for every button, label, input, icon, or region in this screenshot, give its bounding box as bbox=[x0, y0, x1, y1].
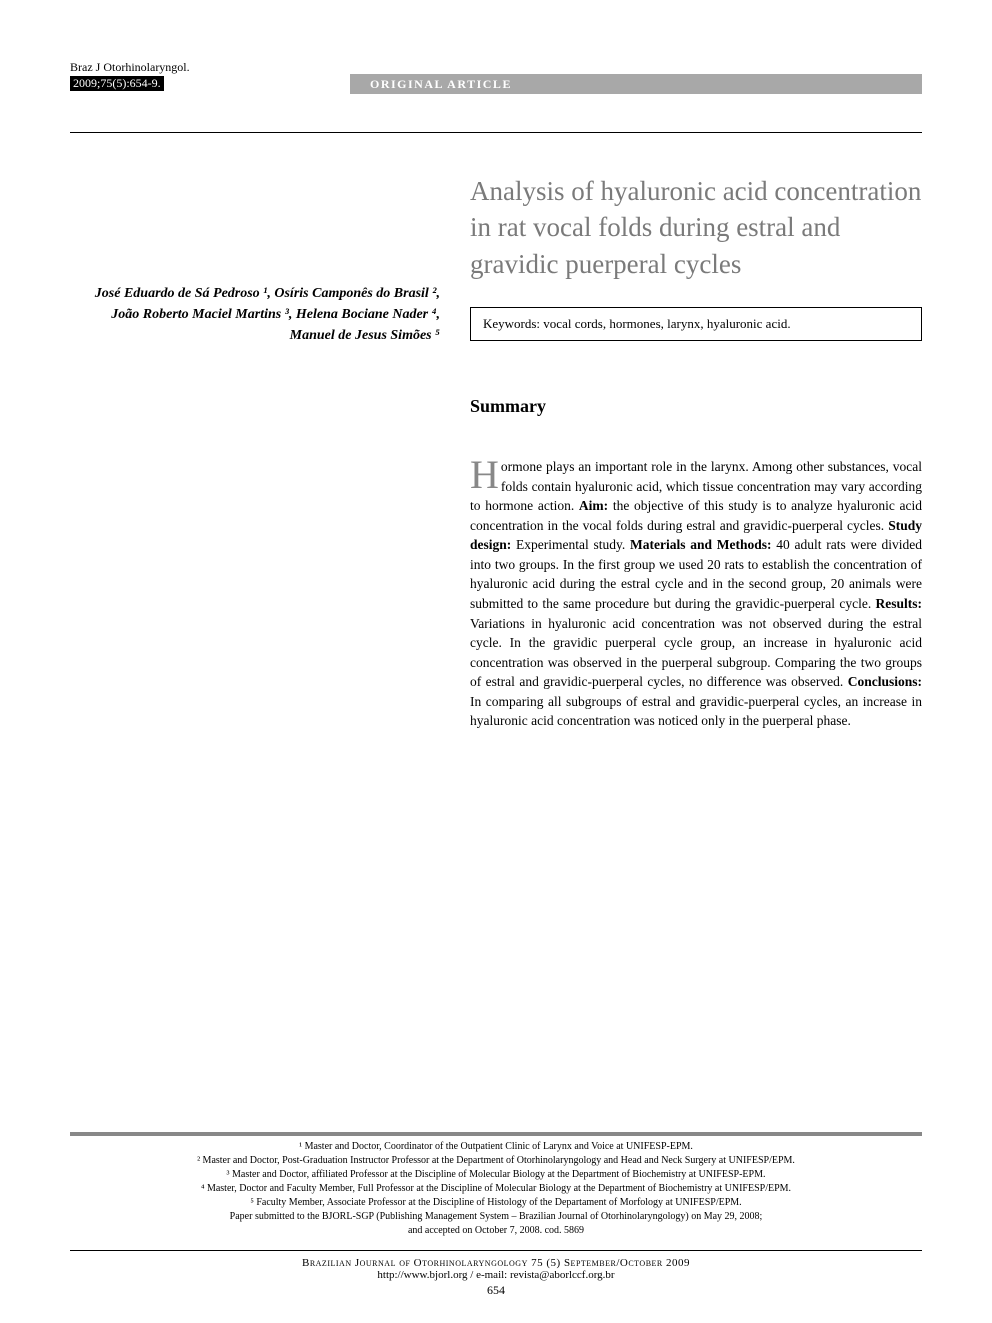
citation: 2009;75(5):654-9. bbox=[70, 76, 164, 92]
header-rule bbox=[70, 132, 922, 133]
affiliation-line: Paper submitted to the BJORL-SGP (Publis… bbox=[70, 1210, 922, 1224]
affiliations-block: ¹ Master and Doctor, Coordinator of the … bbox=[70, 1132, 922, 1238]
authors-column: José Eduardo de Sá Pedroso ¹, Osíris Cam… bbox=[70, 173, 440, 346]
footer-journal-line: Brazilian Journal of Otorhinolaryngology… bbox=[70, 1257, 922, 1269]
affiliation-line: ³ Master and Doctor, affiliated Professo… bbox=[70, 1168, 922, 1182]
summary-heading: Summary bbox=[470, 396, 922, 417]
dropcap-letter: H bbox=[470, 457, 499, 493]
results-label: Results: bbox=[876, 596, 923, 611]
affiliation-line: ⁴ Master, Doctor and Faculty Member, Ful… bbox=[70, 1182, 922, 1196]
journal-abbrev: Braz J Otorhinolaryngol. bbox=[70, 60, 190, 76]
top-section: José Eduardo de Sá Pedroso ¹, Osíris Cam… bbox=[70, 173, 922, 346]
affiliation-line: and accepted on October 7, 2008. cod. 58… bbox=[70, 1224, 922, 1238]
affiliation-line: ² Master and Doctor, Post-Graduation Ins… bbox=[70, 1154, 922, 1168]
footer-url-line: http://www.bjorl.org / e-mail: revista@a… bbox=[70, 1269, 922, 1281]
methods-label: Materials and Methods: bbox=[630, 537, 772, 552]
aim-label: Aim: bbox=[579, 498, 608, 513]
conclusions-text: In comparing all subgroups of estral and… bbox=[470, 694, 922, 729]
page-footer: Brazilian Journal of Otorhinolaryngology… bbox=[70, 1250, 922, 1298]
affiliation-line: ⁵ Faculty Member, Associate Professor at… bbox=[70, 1196, 922, 1210]
summary-section: Summary Hormone plays an important role … bbox=[470, 396, 922, 731]
title-column: Analysis of hyaluronic acid concentratio… bbox=[470, 173, 922, 346]
keywords-box: Keywords: vocal cords, hormones, larynx,… bbox=[470, 307, 922, 341]
page-number: 654 bbox=[70, 1283, 922, 1298]
affiliation-line: ¹ Master and Doctor, Coordinator of the … bbox=[70, 1140, 922, 1154]
journal-reference: Braz J Otorhinolaryngol. 2009;75(5):654-… bbox=[70, 60, 190, 91]
design-text: Experimental study. bbox=[511, 537, 630, 552]
conclusions-label: Conclusions: bbox=[848, 674, 922, 689]
header-bar: Braz J Otorhinolaryngol. 2009;75(5):654-… bbox=[70, 60, 922, 96]
article-type-label: ORIGINAL ARTICLE bbox=[370, 77, 512, 92]
summary-body: Hormone plays an important role in the l… bbox=[470, 457, 922, 731]
authors-list: José Eduardo de Sá Pedroso ¹, Osíris Cam… bbox=[70, 283, 440, 346]
article-title: Analysis of hyaluronic acid concentratio… bbox=[470, 173, 922, 282]
